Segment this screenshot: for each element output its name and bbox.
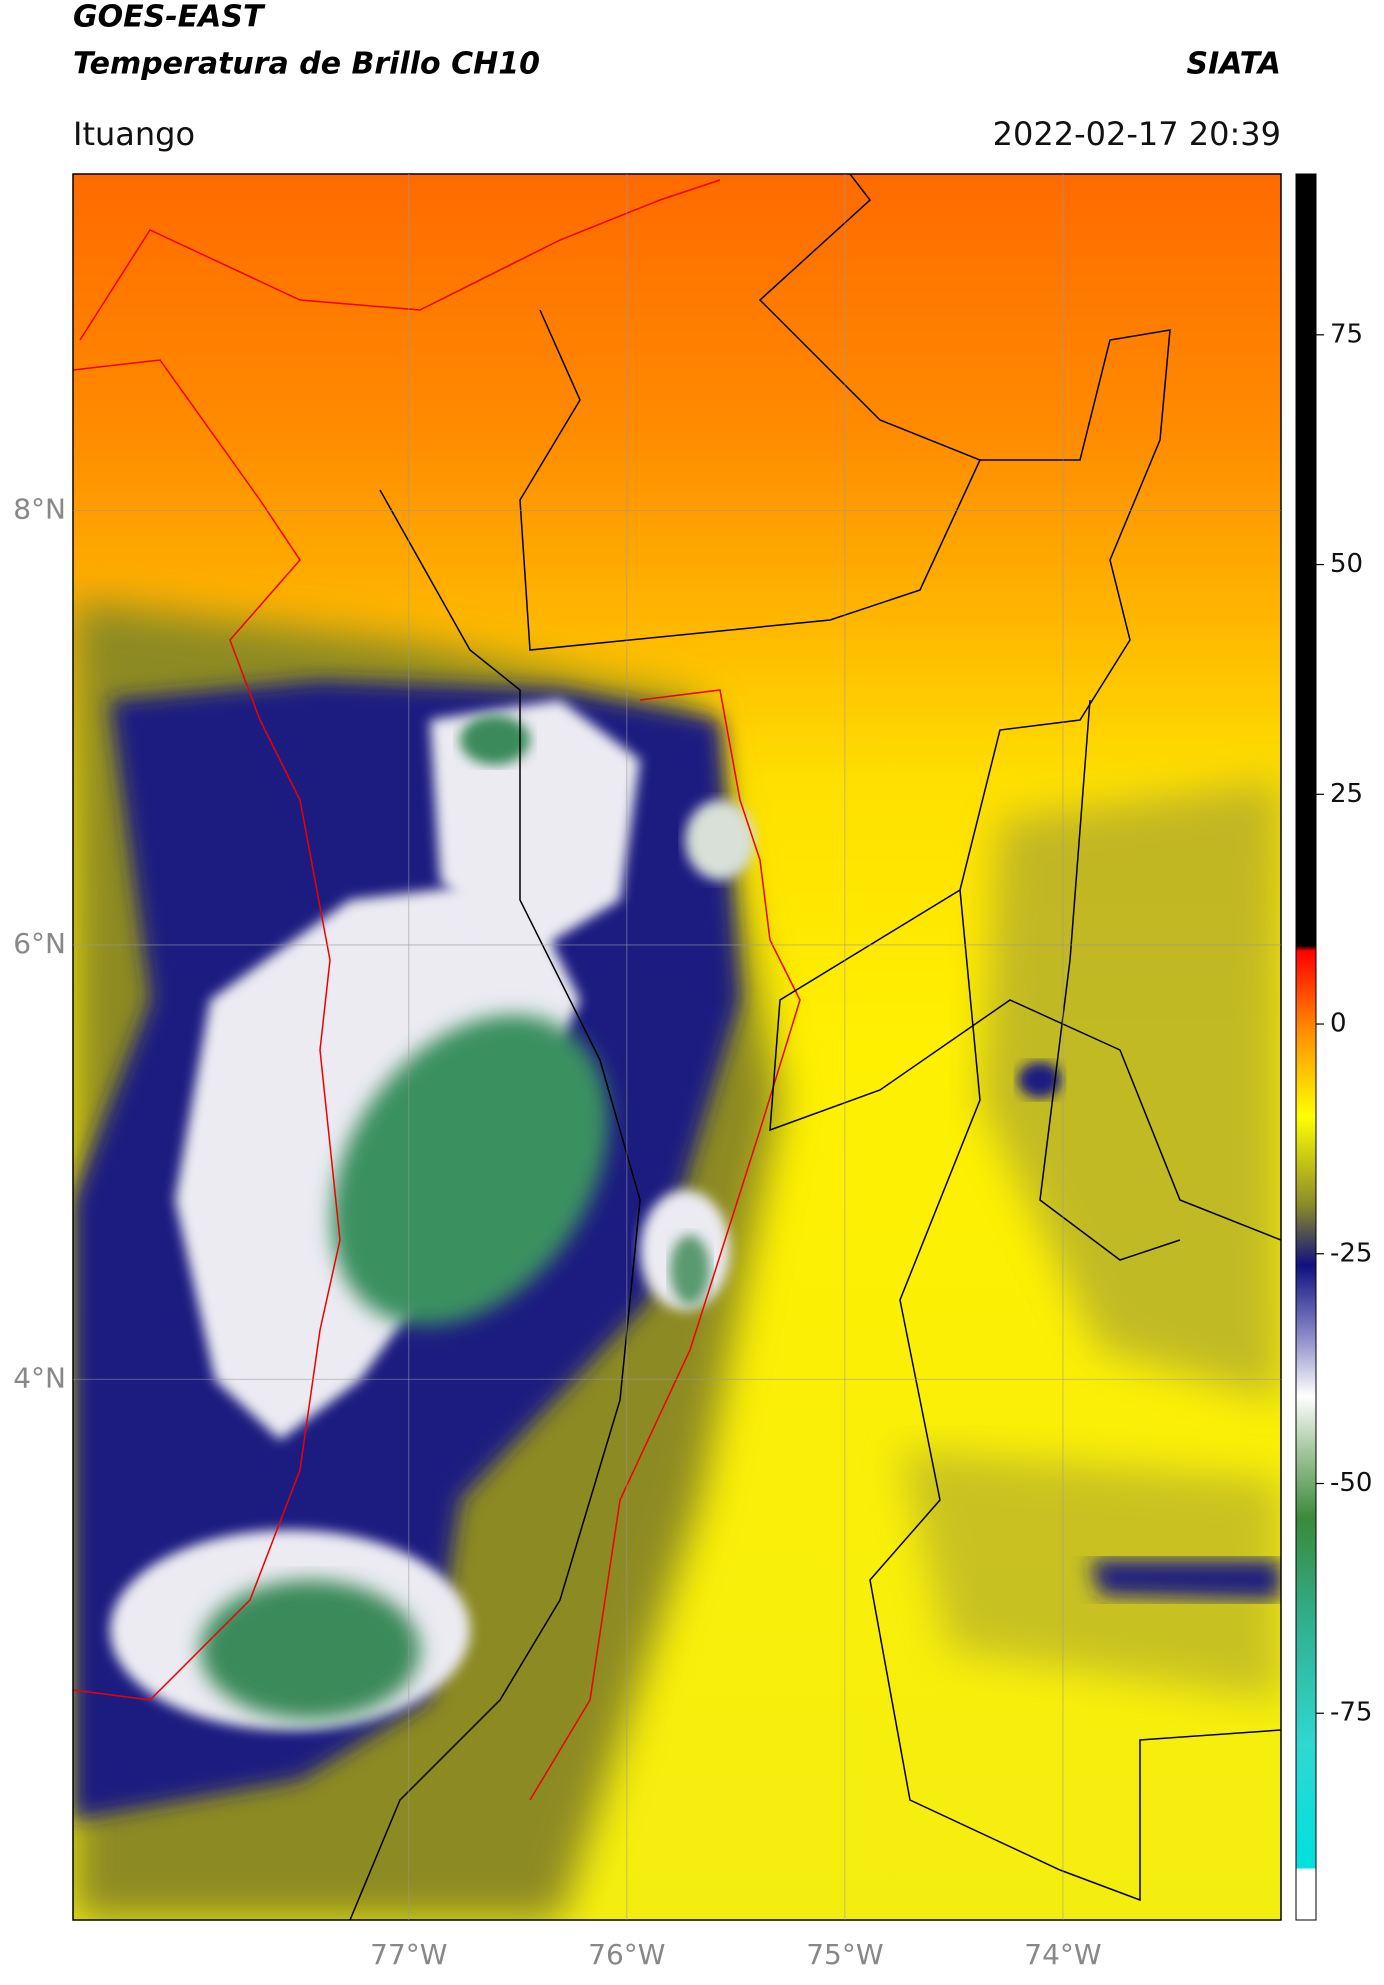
x-tick-label: 77°W bbox=[370, 1938, 447, 1971]
x-tick-label: 75°W bbox=[806, 1938, 883, 1971]
location: Ituango bbox=[73, 115, 195, 153]
colorbar-tick-label: 0 bbox=[1330, 1009, 1347, 1039]
colorbar bbox=[1295, 173, 1317, 1921]
satellite-image bbox=[73, 174, 1281, 1920]
colorbar-tick-label: -50 bbox=[1330, 1468, 1372, 1498]
x-tick-label: 74°W bbox=[1024, 1938, 1101, 1971]
colorbar-tick-label: 50 bbox=[1330, 549, 1363, 579]
colorbar-tick-label: -25 bbox=[1330, 1238, 1372, 1268]
title-line2: Temperatura de Brillo CH10 bbox=[73, 47, 540, 82]
datetime: 2022-02-17 20:39 bbox=[993, 115, 1281, 153]
title-line1: GOES-EAST bbox=[73, 0, 266, 35]
colorbar-tick-label: 25 bbox=[1330, 779, 1363, 809]
map-frame bbox=[72, 173, 1282, 1921]
y-tick-label: 6°N bbox=[13, 927, 66, 960]
colorbar-tick-label: -75 bbox=[1330, 1698, 1372, 1728]
x-tick-label: 76°W bbox=[588, 1938, 665, 1971]
org: SIATA bbox=[1187, 47, 1281, 82]
y-tick-label: 8°N bbox=[13, 493, 66, 526]
colorbar-tick-label: 75 bbox=[1330, 319, 1363, 349]
y-tick-label: 4°N bbox=[13, 1361, 66, 1394]
